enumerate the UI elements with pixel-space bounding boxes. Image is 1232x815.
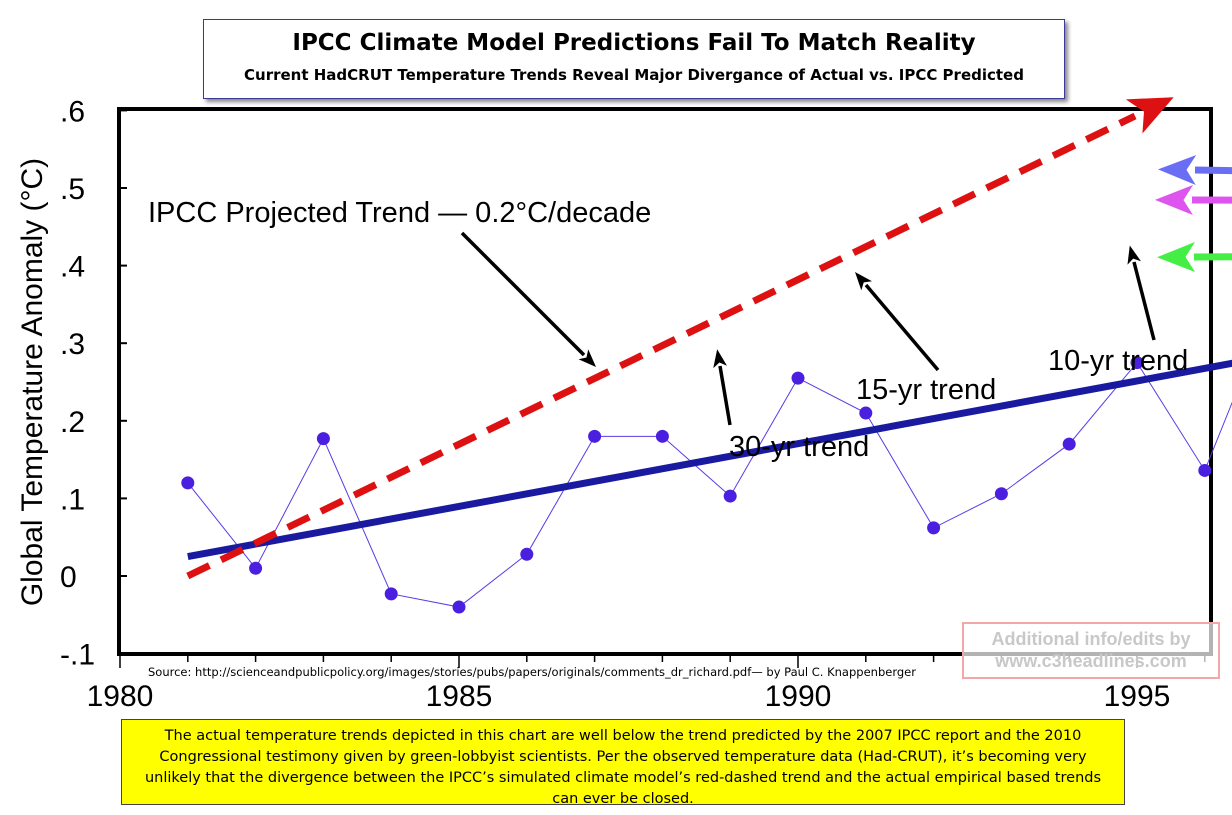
y-tick-label: 0 — [60, 561, 77, 594]
trend-arrow-30yr — [1158, 155, 1232, 186]
observed-point — [859, 406, 873, 420]
observed-point — [927, 521, 941, 535]
observed-point — [1062, 437, 1076, 451]
caption-box: The actual temperature trends depicted i… — [121, 719, 1125, 807]
y-tick-label: .2 — [60, 406, 85, 439]
observed-point — [316, 432, 330, 446]
observed-point — [588, 429, 602, 443]
observed-point — [384, 587, 398, 601]
observed-point — [181, 476, 195, 490]
observed-line — [187, 361, 1232, 608]
observed-point — [249, 561, 263, 575]
annotation-10yr-pointer — [1127, 245, 1156, 341]
observed-point — [452, 600, 466, 614]
y-tick-label: .1 — [60, 483, 85, 516]
annotation-ipcc-pointer — [460, 231, 597, 368]
trend-line-ipcc — [186, 97, 1174, 580]
x-tick-label: 1990 — [765, 680, 832, 713]
y-tick-label: .3 — [60, 328, 85, 361]
y-tick-label: .5 — [60, 173, 85, 206]
watermark-line1: Additional info/edits by — [991, 629, 1191, 649]
chart-title: IPCC Climate Model Predictions Fail To M… — [292, 30, 976, 56]
temperature-chart: .6.5.4.3.2.10-.1198019851990199520002005… — [16, 95, 1232, 713]
annotation-10yr-label: 10-yr trend — [1048, 345, 1188, 377]
trend-arrow-15yr — [1155, 185, 1232, 216]
annotation-15yr-pointer — [855, 272, 940, 372]
watermark: Additional info/edits by www.c3headlines… — [962, 622, 1220, 679]
y-tick-label: .4 — [60, 251, 85, 284]
observed-point — [994, 487, 1008, 501]
chart-subtitle: Current HadCRUT Temperature Trends Revea… — [244, 66, 1024, 84]
observed-point — [791, 371, 805, 385]
observed-point — [520, 547, 534, 561]
watermark-line2: www.c3headlines.com — [995, 651, 1187, 671]
annotation-15yr-label: 15-yr trend — [856, 374, 996, 406]
x-tick-label: 1980 — [87, 680, 154, 713]
observed-point — [1130, 356, 1144, 370]
caption-text: The actual temperature trends depicted i… — [144, 728, 1102, 807]
trend-line-30yr — [187, 359, 1232, 561]
source-note: Source: http://scienceandpublicpolicy.or… — [148, 665, 916, 679]
y-tick-label: -.1 — [60, 639, 95, 672]
y-tick-label: .6 — [60, 95, 85, 128]
y-axis-label: Global Temperature Anomaly (°C) — [16, 158, 49, 606]
plot-frame — [117, 107, 1213, 656]
chart-title-box: IPCC Climate Model Predictions Fail To M… — [203, 19, 1065, 99]
observed-point — [655, 429, 669, 443]
x-tick-label: 1985 — [426, 680, 493, 713]
annotation-30yr-label: 30-yr trend — [729, 431, 869, 463]
x-tick-label: 1995 — [1104, 680, 1171, 713]
annotation-30yr-pointer — [713, 349, 732, 426]
observed-point — [1198, 463, 1212, 477]
observed-point — [723, 489, 737, 503]
annotation-ipcc-label: IPCC Projected Trend — 0.2°C/decade — [148, 197, 651, 229]
